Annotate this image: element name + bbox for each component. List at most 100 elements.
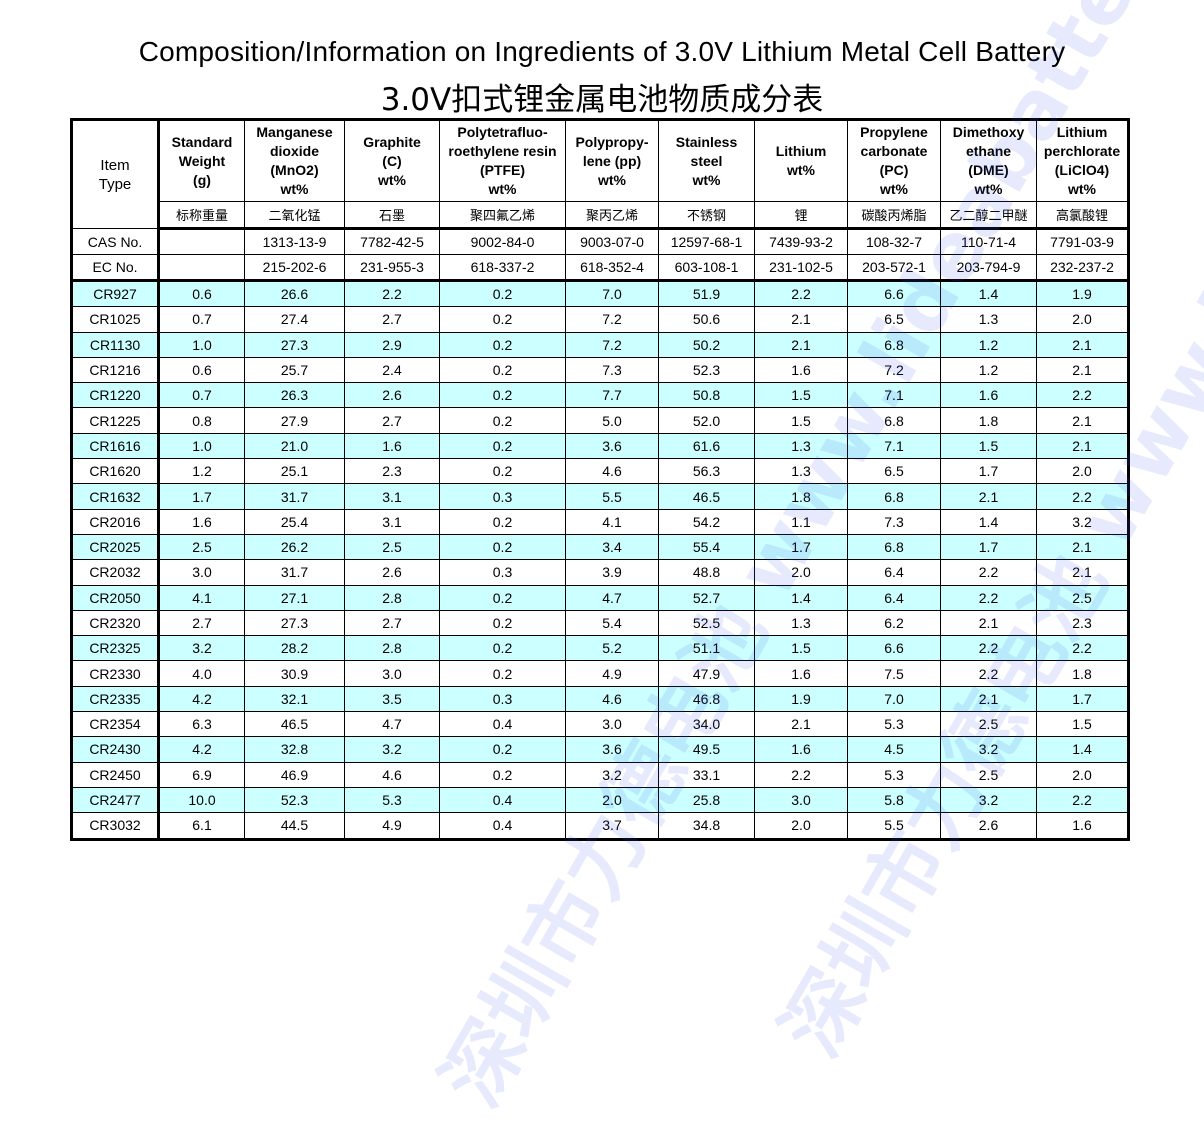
value-cell: 6.5 (847, 306, 941, 333)
battery-type-cell: CR927 (71, 279, 160, 308)
value-cell: 0.2 (439, 584, 566, 611)
value-cell: 3.9 (565, 559, 659, 586)
value-cell: 1.6 (344, 432, 440, 460)
battery-type-cell: CR1616 (71, 432, 160, 460)
cas-cell: 9002-84-0 (439, 228, 566, 255)
value-cell: 4.6 (565, 458, 659, 485)
header-line: wt% (974, 181, 1003, 197)
battery-type-cell: CR2450 (71, 761, 160, 788)
table-row: CR1225 0.8 27.9 2.7 0.2 5.0 52.0 1.5 6.8 1.8 2.1 (71, 407, 1129, 434)
value-cell: 3.4 (565, 533, 659, 561)
value-cell: 2.1 (754, 331, 848, 358)
cas-cell: 110-71-4 (940, 228, 1037, 255)
battery-type-cell: CR2032 (71, 559, 160, 586)
value-cell: 7.3 (565, 356, 659, 384)
value-cell: 4.1 (158, 584, 245, 611)
value-cell: 5.4 (565, 609, 659, 637)
value-cell: 2.1 (940, 483, 1037, 510)
header-line: wt% (280, 181, 309, 197)
value-cell: 1.5 (754, 635, 848, 662)
value-cell: 5.5 (847, 812, 941, 840)
battery-type-cell: CR1632 (71, 483, 160, 510)
value-cell: 1.5 (1036, 711, 1129, 738)
battery-type-cell: CR2477 (71, 786, 160, 814)
value-cell: 46.5 (658, 483, 755, 510)
value-cell: 7.1 (847, 382, 941, 409)
value-cell: 5.5 (565, 483, 659, 510)
value-cell: 1.3 (754, 432, 848, 460)
value-cell: 3.2 (940, 786, 1037, 814)
cas-cell: 108-32-7 (847, 228, 941, 255)
value-cell: 2.6 (344, 382, 440, 409)
battery-type-cell: CR2354 (71, 711, 160, 738)
header-line: Propylene (860, 124, 928, 140)
value-cell: 1.7 (754, 533, 848, 561)
header-line: (DME) (968, 162, 1009, 178)
header-line: (LiClO4) (1054, 162, 1110, 178)
column-header: Stainless steel wt% (658, 119, 755, 202)
value-cell: 2.3 (1036, 609, 1129, 637)
header-line: wt% (1068, 181, 1096, 197)
value-cell: 27.4 (244, 306, 345, 333)
chinese-name-cell: 二氧化锰 (244, 201, 345, 230)
cas-cell (158, 228, 245, 255)
header-line: carbonate (860, 143, 928, 159)
chinese-name-cell: 石墨 (344, 201, 440, 230)
value-cell: 52.5 (658, 609, 755, 637)
header-line: Polypropy- (575, 133, 649, 150)
value-cell: 3.5 (344, 685, 440, 713)
value-cell: 1.0 (158, 331, 245, 358)
header-line: wt% (880, 181, 908, 197)
value-cell: 1.5 (754, 407, 848, 434)
battery-type-cell: CR2330 (71, 660, 160, 687)
value-cell: 3.0 (344, 660, 440, 687)
value-cell: 0.4 (439, 711, 566, 738)
battery-type-cell: CR1130 (71, 331, 160, 358)
value-cell: 0.2 (439, 508, 566, 535)
value-cell: 52.0 (658, 407, 755, 434)
value-cell: 5.8 (847, 786, 941, 814)
value-cell: 1.6 (940, 382, 1037, 409)
value-cell: 0.7 (158, 382, 245, 409)
value-cell: 47.9 (658, 660, 755, 687)
value-cell: 51.1 (658, 635, 755, 662)
value-cell: 4.2 (158, 736, 245, 763)
battery-type-cell: CR2430 (71, 736, 160, 763)
value-cell: 7.7 (565, 382, 659, 409)
chinese-name-cell: 锂 (754, 201, 848, 230)
value-cell: 2.6 (344, 559, 440, 586)
value-cell: 27.3 (244, 609, 345, 637)
value-cell: 33.1 (658, 761, 755, 788)
value-cell: 7.2 (565, 306, 659, 333)
chinese-name-cell: 碳酸丙烯脂 (847, 201, 941, 230)
column-header: Dimethoxy ethane (DME) wt% (940, 119, 1037, 202)
value-cell: 26.3 (244, 382, 345, 409)
value-cell: 2.1 (1036, 432, 1129, 460)
value-cell: 0.2 (439, 331, 566, 358)
value-cell: 2.0 (754, 812, 848, 840)
value-cell: 6.8 (847, 483, 941, 510)
value-cell: 5.2 (565, 635, 659, 662)
value-cell: 3.2 (158, 635, 245, 662)
battery-type-cell: CR2050 (71, 584, 160, 611)
value-cell: 1.9 (754, 685, 848, 713)
header-line: wt% (598, 171, 626, 188)
table-row: CR2050 4.1 27.1 2.8 0.2 4.7 52.7 1.4 6.4 2.2 2.5 (71, 584, 1129, 611)
table-row: CR2032 3.0 31.7 2.6 0.3 3.9 48.8 2.0 6.4 2.2 2.1 (71, 559, 1129, 586)
value-cell: 1.7 (940, 458, 1037, 485)
value-cell: 26.6 (244, 279, 345, 308)
column-header: Lithium wt% (754, 119, 848, 202)
value-cell: 2.5 (1036, 584, 1129, 611)
value-cell: 1.7 (940, 533, 1037, 561)
value-cell: 2.7 (158, 609, 245, 637)
table-row: CR1025 0.7 27.4 2.7 0.2 7.2 50.6 2.1 6.5 1.3 2.0 (71, 306, 1129, 333)
battery-type-cell: CR2335 (71, 685, 160, 713)
value-cell: 0.3 (439, 685, 566, 713)
value-cell: 1.3 (754, 458, 848, 485)
value-cell: 2.5 (940, 711, 1037, 738)
value-cell: 3.2 (565, 761, 659, 788)
header-line: perchlorate (1043, 143, 1121, 159)
composition-table: Item Type Standard Weight (g) Manganese dioxid… (70, 118, 1130, 841)
value-cell: 3.0 (754, 786, 848, 814)
value-cell: 2.1 (754, 711, 848, 738)
